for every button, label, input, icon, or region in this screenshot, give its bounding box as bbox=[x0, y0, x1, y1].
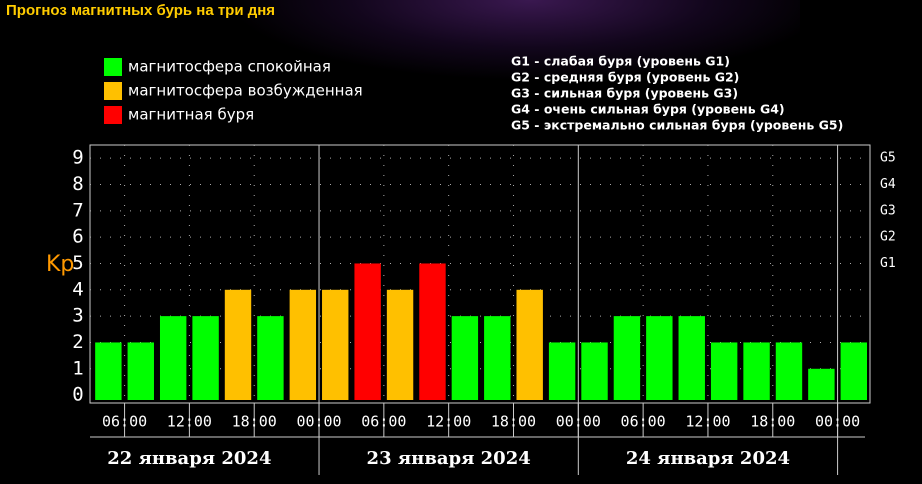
day-label: 22 января 2024 bbox=[107, 448, 271, 469]
bar bbox=[354, 263, 381, 400]
legend-label: магнитосфера спокойная bbox=[128, 58, 331, 76]
bar bbox=[581, 342, 608, 400]
chart-title: Прогноз магнитных бурь на три дня bbox=[6, 2, 275, 19]
bar bbox=[613, 316, 641, 400]
y2-tick-label: G5 bbox=[880, 151, 896, 166]
bar bbox=[710, 342, 738, 400]
bar bbox=[808, 368, 835, 400]
x-tick-label: 12:00 bbox=[426, 413, 471, 431]
y-tick-label: 5 bbox=[72, 252, 83, 274]
bar bbox=[548, 342, 576, 400]
note: G1 - слабая буря (уровень G1) bbox=[511, 54, 730, 69]
x-tick-label: 12:00 bbox=[167, 413, 212, 431]
x-tick-label: 06:00 bbox=[102, 413, 147, 431]
x-tick-label: 18:00 bbox=[232, 413, 277, 431]
bar bbox=[484, 316, 511, 400]
note: G4 - очень сильная буря (уровень G4) bbox=[511, 102, 785, 117]
x-tick-label: 00:00 bbox=[296, 413, 341, 431]
x-tick-label: 06:00 bbox=[621, 413, 666, 431]
x-tick-label: 00:00 bbox=[815, 413, 860, 431]
bar bbox=[646, 316, 673, 400]
x-tick-label: 18:00 bbox=[750, 413, 795, 431]
day-label: 23 января 2024 bbox=[367, 448, 531, 469]
y-tick-label: 6 bbox=[72, 226, 83, 248]
legend-swatch bbox=[104, 82, 122, 100]
bar bbox=[322, 289, 349, 400]
y-tick-label: 1 bbox=[72, 357, 83, 379]
bar bbox=[159, 316, 187, 400]
bar bbox=[224, 289, 252, 400]
x-tick-label: 00:00 bbox=[556, 413, 601, 431]
y2-tick-label: G2 bbox=[880, 230, 896, 245]
bar bbox=[840, 342, 867, 400]
day-label: 24 января 2024 bbox=[626, 448, 790, 469]
y2-tick-label: G1 bbox=[880, 256, 896, 271]
y-tick-label: 4 bbox=[72, 278, 83, 300]
y2-tick-label: G3 bbox=[880, 203, 896, 218]
y-tick-label: 8 bbox=[72, 173, 83, 195]
nebula bbox=[200, 0, 800, 160]
bar bbox=[743, 342, 770, 400]
x-tick-label: 12:00 bbox=[685, 413, 730, 431]
note: G2 - средняя буря (уровень G2) bbox=[511, 70, 739, 85]
bar bbox=[451, 316, 479, 400]
note: G5 - экстремально сильная буря (уровень … bbox=[511, 118, 843, 133]
bar bbox=[386, 289, 414, 400]
legend-swatch bbox=[104, 58, 122, 76]
bar bbox=[127, 342, 154, 400]
bar bbox=[257, 316, 284, 400]
bar bbox=[289, 289, 317, 400]
plot-frame bbox=[89, 144, 871, 404]
bar bbox=[516, 289, 543, 400]
y-tick-label: 2 bbox=[72, 331, 83, 353]
note: G3 - сильная буря (уровень G3) bbox=[511, 86, 738, 101]
y-axis-label: Kp bbox=[46, 252, 74, 277]
y2-tick-label: G4 bbox=[880, 177, 896, 192]
y-tick-label: 3 bbox=[72, 305, 83, 327]
bar bbox=[775, 342, 803, 400]
legend-swatch bbox=[104, 106, 122, 124]
bar bbox=[192, 316, 219, 400]
legend-label: магнитная буря bbox=[128, 106, 254, 124]
y-tick-label: 9 bbox=[72, 147, 83, 169]
y-tick-label: 7 bbox=[72, 199, 83, 221]
y-tick-label: 0 bbox=[72, 384, 83, 406]
bar bbox=[419, 263, 446, 400]
x-tick-label: 06:00 bbox=[361, 413, 406, 431]
x-tick-label: 18:00 bbox=[491, 413, 536, 431]
bar bbox=[95, 342, 122, 400]
bar bbox=[678, 316, 705, 400]
legend-label: магнитосфера возбужденная bbox=[128, 82, 363, 100]
